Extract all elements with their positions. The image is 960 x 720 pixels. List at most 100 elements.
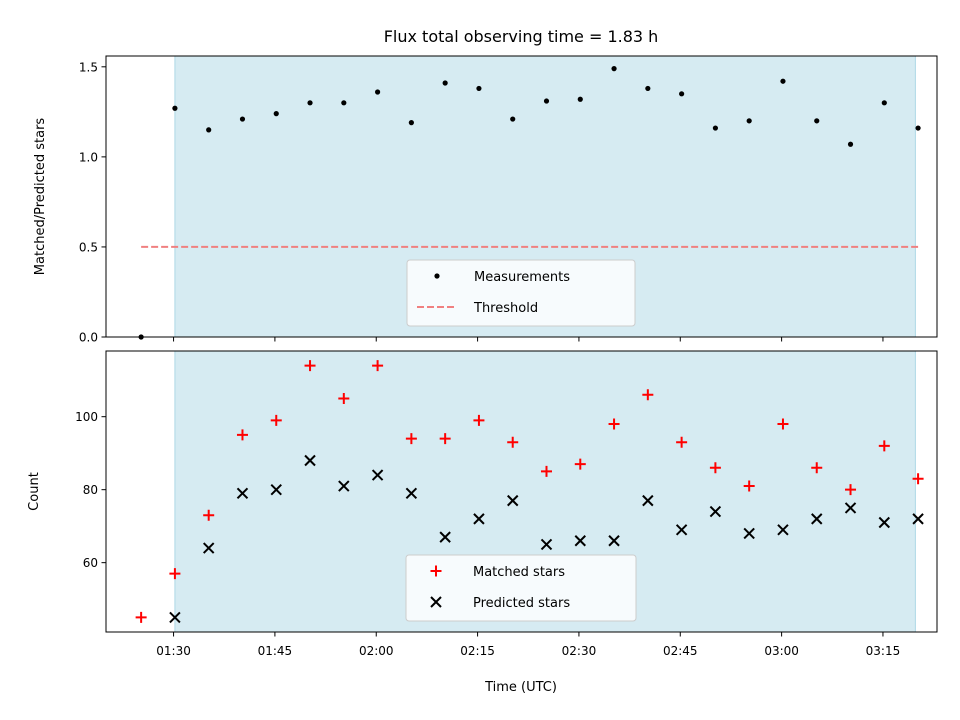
ratio-panel: 0.0 0.5 1.0 1.5 Matched/Predicted stars Measu…: [33, 55, 938, 345]
y-tick-label: 60: [83, 556, 98, 570]
measurement-point: [374, 89, 381, 95]
predicted-star-point: [473, 513, 485, 525]
legend-marker: [430, 596, 442, 608]
matched-star-point: [709, 462, 721, 474]
predicted-star-point: [675, 524, 688, 536]
matched-star-point: [811, 462, 823, 474]
measurement-point: [679, 91, 685, 97]
x-tick-label: 02:30: [562, 644, 597, 658]
measurement-point: [172, 105, 178, 111]
measurement-point: [307, 100, 313, 106]
measurement-point: [273, 111, 279, 117]
matched-star-point: [338, 392, 350, 404]
predicted-star-point: [709, 505, 722, 518]
predicted-star-point: [304, 454, 316, 467]
matched-star-point: [135, 611, 147, 623]
y-tick-label: 80: [83, 483, 98, 497]
y-tick-label: 0.0: [79, 331, 98, 345]
predicted-star-point: [743, 527, 755, 540]
measurement-point: [206, 127, 212, 133]
y-tick-label: 100: [75, 410, 98, 424]
legend-label: Threshold: [473, 301, 538, 316]
matched-star-point: [405, 433, 417, 445]
matched-star-point: [507, 436, 519, 448]
legend-marker: [434, 273, 440, 279]
matched-star-point: [473, 414, 485, 426]
matched-star-point: [878, 440, 890, 452]
axes-frame: [105, 55, 938, 338]
predicted-star-point: [642, 494, 654, 507]
matched-star-point: [304, 360, 316, 372]
measurement-point: [746, 118, 752, 124]
measurement-point: [510, 116, 516, 122]
measurement-point: [814, 118, 820, 124]
measurement-point: [611, 66, 617, 72]
predicted-star-point: [540, 538, 553, 551]
measurement-point: [408, 120, 414, 126]
legend: Measurements Threshold: [406, 259, 636, 327]
matched-star-point: [743, 480, 755, 492]
x-tick-label: 03:15: [866, 644, 901, 658]
predicted-star-point: [338, 480, 350, 492]
count-panel: 01:30 01:45 02:00 02:15 02:30 02:45 03:00 03:15…: [27, 350, 938, 658]
measurement-point: [476, 85, 482, 92]
chart-title: Flux total observing time = 1.83 h: [384, 27, 659, 46]
matched-star-point: [236, 429, 248, 441]
legend-box: [405, 554, 637, 622]
legend-label: Predicted stars: [473, 596, 570, 611]
y-axis-label: Matched/Predicted stars: [33, 118, 48, 276]
measurement-point: [645, 85, 651, 92]
measurement-point: [341, 100, 347, 106]
predicted-star-point: [844, 502, 857, 514]
matched-star-point: [540, 465, 552, 477]
matched-star-point: [642, 389, 654, 401]
matched-star-point: [777, 418, 789, 430]
measurement-point: [915, 125, 921, 131]
predicted-star-point: [574, 535, 586, 547]
measurement-point: [543, 98, 550, 104]
matched-star-point: [203, 509, 215, 521]
x-tick-label: 02:15: [460, 644, 495, 658]
legend: Matched stars Predicted stars: [405, 554, 637, 622]
predicted-star-point: [878, 516, 891, 529]
measurement-point: [712, 125, 719, 131]
predicted-star-point: [202, 542, 215, 554]
matched-star-point: [439, 433, 451, 445]
legend-marker: [430, 565, 442, 577]
y-tick-label: 1.5: [79, 60, 98, 74]
predicted-star-point: [912, 513, 924, 525]
predicted-star-point: [405, 487, 418, 500]
measurement-point: [847, 141, 854, 147]
legend-label: Measurements: [474, 270, 570, 285]
x-tick-label: 01:30: [156, 644, 191, 658]
x-axis-label: Time (UTC): [484, 680, 557, 695]
predicted-star-point: [371, 469, 384, 481]
x-tick-label: 02:45: [663, 644, 698, 658]
axes-frame: [105, 350, 938, 633]
predicted-star-point: [608, 535, 620, 547]
predicted-star-point: [439, 531, 451, 543]
x-tick-label: 03:00: [764, 644, 799, 658]
matched-star-point: [270, 414, 282, 426]
legend-label: Matched stars: [473, 565, 565, 580]
y-tick-label: 0.5: [79, 240, 98, 254]
measurement-point: [239, 116, 246, 122]
predicted-star-point: [270, 483, 282, 496]
x-tick-label: 02:00: [359, 644, 394, 658]
predicted-star-point: [777, 524, 789, 536]
measurement-point: [881, 100, 887, 106]
predicted-star-point: [507, 494, 519, 507]
predicted-star-point: [169, 611, 181, 624]
y-axis-label: Count: [27, 472, 42, 511]
matched-star-point: [912, 473, 924, 485]
legend-box: [406, 259, 636, 327]
predicted-star-point: [811, 513, 823, 525]
predicted-star-point: [236, 487, 249, 500]
matched-star-point: [372, 360, 384, 372]
matched-star-point: [845, 484, 857, 496]
measurement-point: [780, 78, 786, 84]
matched-star-point: [574, 458, 586, 470]
measurement-point: [577, 96, 583, 102]
matched-star-point: [608, 418, 620, 430]
